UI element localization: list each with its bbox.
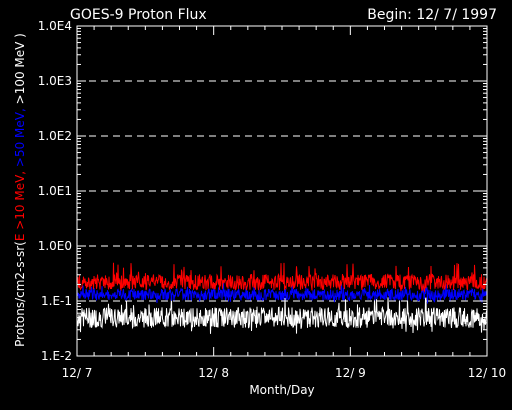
series-layer [76, 262, 488, 334]
x-tick-labels: 12/ 7 12/ 8 12/ 9 12/ 10 [62, 366, 507, 380]
y-axis-label-part: >100 MeV ) [13, 33, 27, 104]
x-tick-label: 12/ 7 [62, 366, 93, 380]
gridlines [77, 80, 487, 302]
y-tick-label: 1.0E2 [38, 129, 72, 143]
axes [76, 25, 488, 357]
y-tick-label: 1.0E1 [38, 184, 72, 198]
x-axis-label: Month/Day [249, 383, 314, 397]
x-tick-label: 12/ 8 [198, 366, 229, 380]
begin-date-label: Begin: 12/ 7/ 1997 [367, 7, 497, 23]
series-line-gt100mev [76, 296, 488, 334]
y-tick-label: 1.E-2 [41, 349, 72, 363]
y-axis-label-part: Protons/cm2-s-sr( [13, 241, 27, 347]
y-axis-label: Protons/cm2-s-sr(E >10 MeV, >50 MeV, >10… [13, 33, 27, 347]
chart-title: GOES-9 Proton Flux [70, 7, 207, 23]
y-tick-label: 1.0E3 [38, 74, 72, 88]
y-axis-label-part: >50 MeV, [13, 104, 27, 167]
series-line-gt50mev [76, 282, 488, 304]
series-line-gt10mev [76, 262, 488, 293]
x-tick-label: 12/ 10 [468, 366, 506, 380]
x-tick-label: 12/ 9 [335, 366, 366, 380]
y-tick-label: 1.0E4 [38, 19, 72, 33]
y-tick-label: 1.E-1 [41, 294, 72, 308]
y-tick-labels: 1.E-2 1.E-1 1.0E0 1.0E1 1.0E2 1.0E3 1.0E4 [38, 19, 72, 363]
y-tick-label: 1.0E0 [38, 239, 72, 253]
y-axis-label-part: E >10 MeV, [13, 167, 27, 241]
